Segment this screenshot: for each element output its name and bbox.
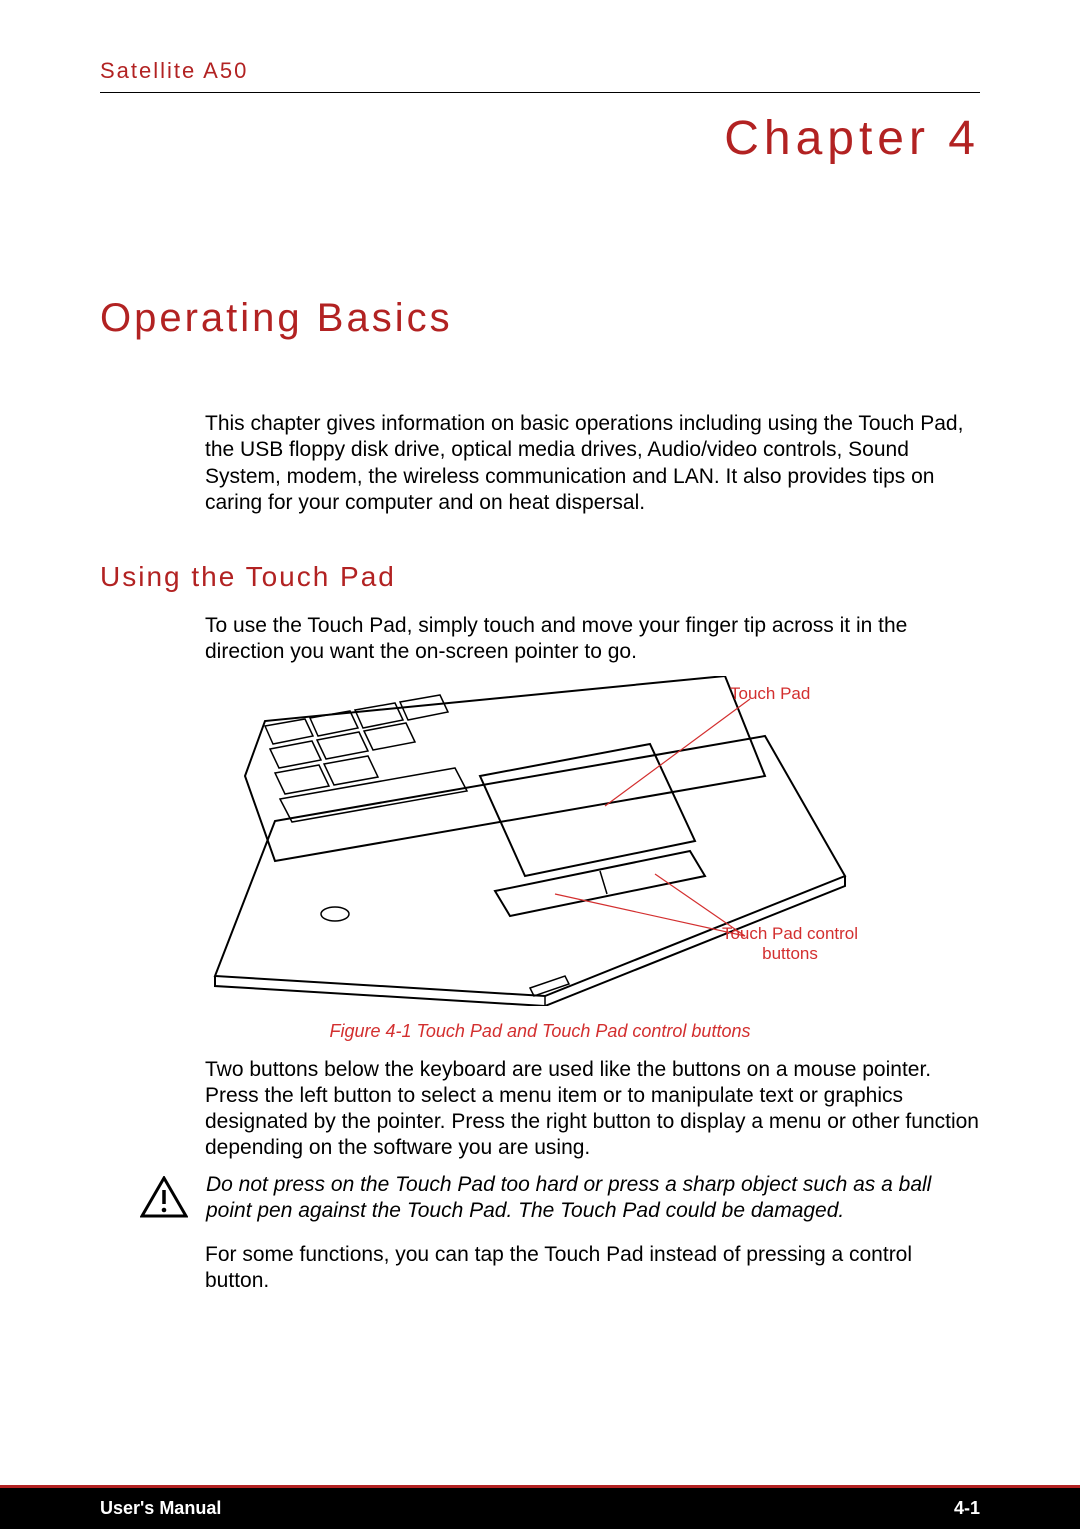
warning-text: Do not press on the Touch Pad too hard o… — [206, 1172, 980, 1225]
figure-label-touchpad: Touch Pad — [730, 684, 810, 704]
product-header: Satellite A50 — [100, 58, 980, 84]
footer-manual-label: User's Manual — [100, 1498, 221, 1519]
footer-page-number: 4-1 — [954, 1498, 980, 1519]
figure-label-buttons: Touch Pad control buttons — [715, 924, 865, 964]
page-footer: User's Manual 4-1 — [0, 1485, 1080, 1529]
touchpad-buttons-para: Two buttons below the keyboard are used … — [205, 1057, 980, 1162]
figure-caption: Figure 4-1 Touch Pad and Touch Pad contr… — [100, 1021, 980, 1042]
warning-block: Do not press on the Touch Pad too hard o… — [100, 1172, 980, 1225]
touchpad-intro-para: To use the Touch Pad, simply touch and m… — [205, 613, 980, 666]
warning-triangle-icon — [140, 1176, 188, 1220]
touchpad-figure: Touch Pad Touch Pad control buttons — [205, 676, 905, 1006]
touchpad-tap-para: For some functions, you can tap the Touc… — [205, 1242, 980, 1295]
intro-paragraph: This chapter gives information on basic … — [205, 411, 980, 516]
chapter-title: Chapter 4 — [100, 111, 980, 166]
subsection-title: Using the Touch Pad — [100, 561, 980, 593]
header-divider — [100, 92, 980, 93]
section-title: Operating Basics — [100, 296, 980, 341]
